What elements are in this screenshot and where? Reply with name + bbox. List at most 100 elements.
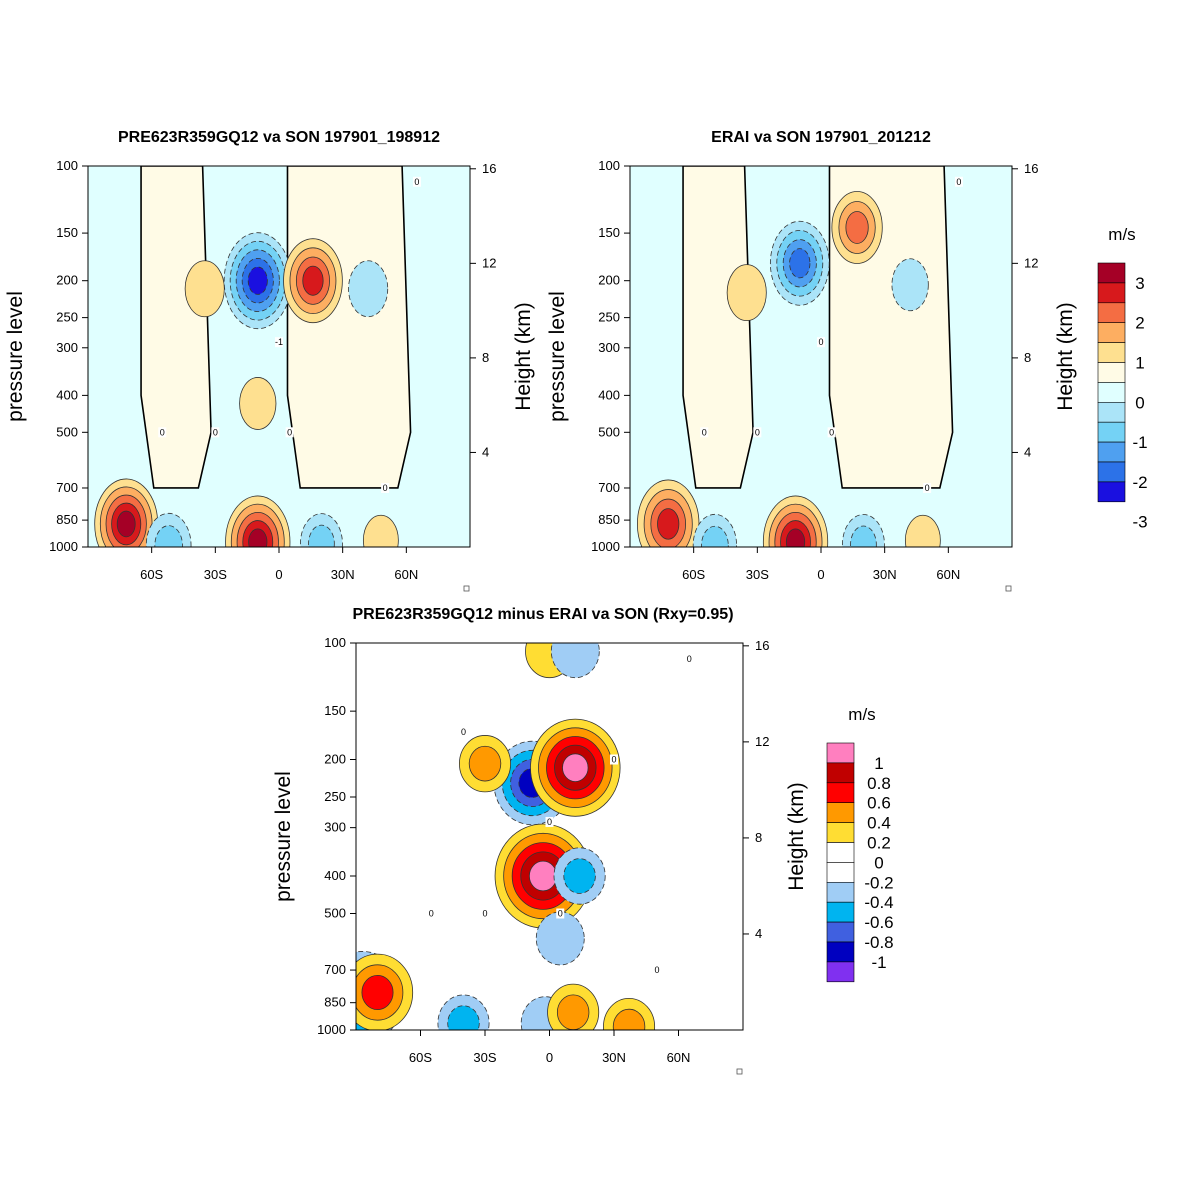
marker-box <box>736 1068 743 1075</box>
y2-axis-title: Height (km) <box>512 302 535 411</box>
colorbar-box <box>826 742 855 764</box>
contour-label: 0 <box>545 816 554 827</box>
contour-min-4 <box>553 847 606 905</box>
colorbar-box <box>826 822 855 843</box>
y2-axis-title: Height (km) <box>785 782 808 891</box>
contour-max-9 <box>904 514 941 547</box>
contour-max-10 <box>356 953 414 1030</box>
colorbar-box <box>826 762 855 784</box>
contour-label: 0 <box>923 482 932 493</box>
contour-label: 0 <box>381 482 390 493</box>
contour-label: 0 <box>700 427 709 438</box>
contour-label: 0 <box>556 908 565 919</box>
x-tick-label: 30N <box>873 567 897 582</box>
x-tick-label: 30N <box>602 1050 626 1065</box>
contour-label: 0 <box>753 427 762 438</box>
contour-label: 0 <box>817 337 825 348</box>
colorbar-unit: m/s <box>848 705 875 724</box>
y-tick-label: 300 <box>598 340 620 355</box>
colorbar-label: -0.8 <box>864 933 893 952</box>
contour-label: 0 <box>211 427 220 438</box>
x-tick-label: 60S <box>409 1050 432 1065</box>
y-tick-label: 850 <box>324 995 346 1010</box>
colorbar-box <box>826 961 855 983</box>
contour-min-8 <box>535 911 585 966</box>
colorbar-box <box>1097 302 1126 323</box>
y-tick-label: 250 <box>598 310 620 325</box>
positive-region <box>682 166 754 489</box>
y-tick-label: 400 <box>598 387 620 402</box>
contour-max-6 <box>94 478 159 547</box>
x-tick-label: 60N <box>936 567 960 582</box>
contour-max-10 <box>362 514 399 547</box>
positive-region <box>140 166 212 489</box>
y-tick-label: 200 <box>598 273 620 288</box>
contour-min-2 <box>769 220 830 306</box>
colorbar-unit: m/s <box>1108 225 1135 244</box>
colorbar-box <box>826 782 855 803</box>
y-tick-label: 700 <box>598 480 620 495</box>
contour-min-7 <box>145 512 192 547</box>
colorbar-box <box>1097 342 1126 363</box>
marker-box <box>1005 585 1012 592</box>
contour-label: 0 <box>954 176 963 187</box>
contour-label: 0 <box>827 427 836 438</box>
contour-max-13 <box>547 983 600 1030</box>
colorbar-label: -1 <box>1132 433 1147 452</box>
y2-tick-label: 8 <box>755 830 762 845</box>
x-tick-label: 0 <box>275 567 282 582</box>
x-tick-label: 30S <box>473 1050 496 1065</box>
y-tick-label: 150 <box>598 225 620 240</box>
panel-title: PRE623R359GQ12 va SON 197901_198912 <box>118 129 440 146</box>
colorbar-label: 1 <box>874 754 883 773</box>
y2-tick-label: 12 <box>482 255 496 270</box>
y-tick-label: 100 <box>56 158 78 173</box>
contour-label: 0 <box>685 654 694 665</box>
panel-title: ERAI va SON 197901_201212 <box>711 129 931 146</box>
contour-label: 0 <box>158 427 167 438</box>
y-tick-label: 1000 <box>317 1022 346 1037</box>
contour-label: 0 <box>285 427 294 438</box>
y-tick-label: 1000 <box>591 539 620 554</box>
contour-label: 0 <box>610 754 618 765</box>
y-tick-label: 700 <box>324 962 346 977</box>
y2-tick-label: 12 <box>755 734 769 749</box>
colorbar-label: -0.4 <box>864 893 893 912</box>
contour-label-text: 0 <box>429 909 434 919</box>
y-tick-label: 500 <box>56 424 78 439</box>
contour-label-text: 0 <box>925 483 930 493</box>
y2-tick-label: 4 <box>755 926 762 941</box>
contour-max-3 <box>831 191 883 264</box>
y-tick-label: 300 <box>56 340 78 355</box>
contour-panel-2: 0 0 0 0 0 0 ERAI va SON 197901_201212 100 150 200… <box>546 129 1077 592</box>
y2-axis-title: Height (km) <box>1054 302 1077 411</box>
y-tick-label: 1000 <box>49 539 78 554</box>
plot-area <box>88 166 470 547</box>
x-tick-label: 60N <box>667 1050 691 1065</box>
colorbar-box <box>1097 362 1126 383</box>
contour-label-text: 0 <box>547 817 552 827</box>
y-axis-title: pressure level <box>272 771 295 902</box>
contour-max-5 <box>458 735 511 793</box>
contour-max-5 <box>637 479 700 547</box>
contour-label-text: 0 <box>213 427 218 437</box>
y-tick-label: 850 <box>56 512 78 527</box>
colorbar-box <box>826 842 855 863</box>
colorbar-label: -0.6 <box>864 913 893 932</box>
contour-label: 0 <box>653 965 661 976</box>
y-tick-label: 200 <box>56 273 78 288</box>
contour-min-4 <box>348 260 389 318</box>
marker-box <box>463 585 470 592</box>
y2-tick-label: 12 <box>1024 255 1038 270</box>
colorbar-box <box>1097 481 1126 503</box>
contour-label-text: 0 <box>654 965 659 975</box>
contour-label-text: 0 <box>482 909 487 919</box>
contour-min-2 <box>223 232 292 330</box>
contour-label: 0 <box>459 727 468 738</box>
x-tick-label: 30S <box>746 567 769 582</box>
panel-title: PRE623R359GQ12 minus ERAI va SON (Rxy=0.… <box>352 606 733 623</box>
y2-tick-label: 8 <box>482 350 489 365</box>
colorbar-label: -3 <box>1132 513 1147 532</box>
y-tick-label: 300 <box>324 820 346 835</box>
contour-label: 0 <box>427 908 436 919</box>
